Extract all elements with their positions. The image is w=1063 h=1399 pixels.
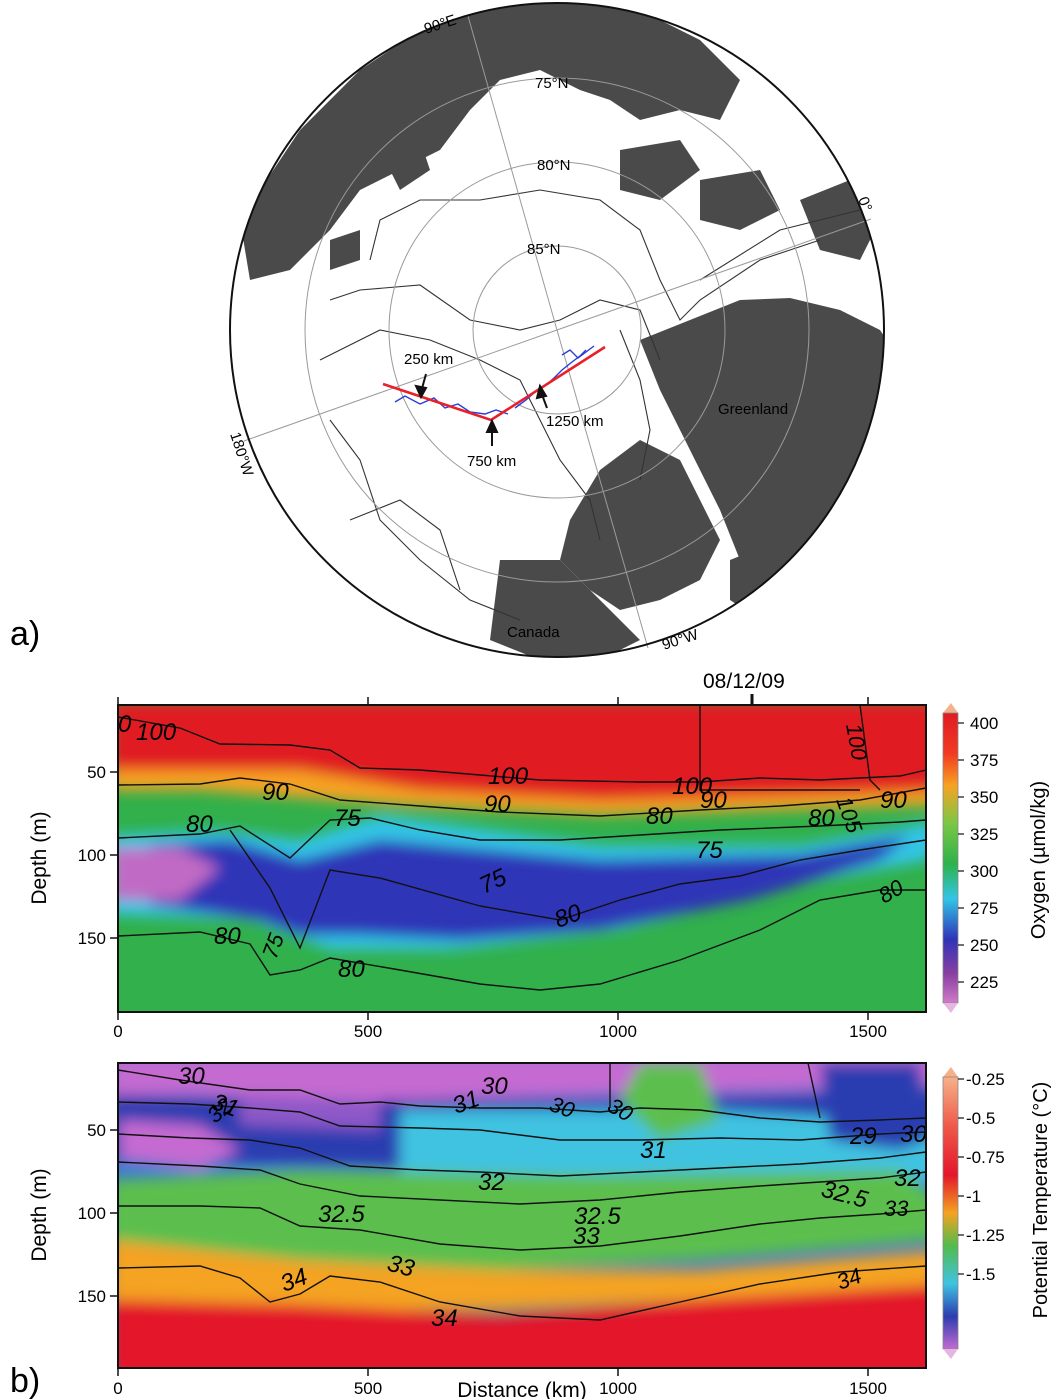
contour-label: 100: [136, 719, 177, 746]
lat-label-85n: 85°N: [527, 241, 561, 258]
contour-label: 29: [849, 1123, 877, 1150]
x-tick-label: 1500: [849, 1022, 887, 1041]
temperature-section: 30 31 32 31 30 30 30 31 29 30 32 32.5 32…: [28, 1062, 1052, 1398]
contour-label: 33: [573, 1223, 600, 1250]
colorbar-tick: -1.5: [966, 1265, 995, 1284]
canada-islands: [560, 440, 720, 610]
distance-arrows: [414, 373, 548, 446]
contour-label: 80: [808, 805, 835, 832]
contour-label: 34: [431, 1305, 458, 1332]
oxygen-x-ticks: [110, 697, 869, 1020]
colorbar-tick: -1: [966, 1187, 981, 1206]
oxygen-colorbar: 400 375 350 325 300 275 250 225 Oxygen (…: [942, 703, 1050, 1013]
y-tick-label: 100: [78, 1204, 106, 1223]
contour-label: 30: [900, 1121, 927, 1148]
x-tick-label: 1000: [599, 1379, 637, 1398]
map-frame: [229, 2, 885, 658]
oxygen-y-axis-title: Depth (m): [28, 811, 51, 904]
x-tick-label: 1500: [849, 1379, 887, 1398]
colorbar-tick: -0.75: [966, 1148, 1005, 1167]
oxygen-section: 0 100 100 100 105 100 90 90 90 90 80 80 …: [28, 697, 1050, 1041]
colorbar-tick: -1.25: [966, 1226, 1005, 1245]
contour-label: 75: [334, 805, 361, 832]
colorbar-tick: 350: [970, 788, 998, 807]
panel-letter-b: b): [10, 1362, 40, 1399]
contour-label: 80: [338, 956, 365, 983]
contour-label: 100: [488, 763, 529, 790]
contour-label: 32: [478, 1169, 505, 1196]
y-tick-label: 150: [78, 1287, 106, 1306]
temperature-y-axis-title: Depth (m): [28, 1168, 51, 1261]
colorbar-tick: 375: [970, 751, 998, 770]
x-tick-label: 500: [354, 1022, 382, 1041]
colorbar-tick: -0.25: [966, 1070, 1005, 1089]
contour-label: 30: [481, 1073, 508, 1100]
graticule: [243, 15, 872, 649]
oxygen-colorbar-title: Oxygen (µmol/kg): [1028, 781, 1050, 939]
contour-label: 90: [880, 787, 907, 814]
y-tick-label: 50: [87, 763, 106, 782]
contour-label: 31: [640, 1137, 667, 1164]
contour-label: 90: [484, 791, 511, 818]
ship-track: [382, 345, 606, 422]
colorbar-tick: 300: [970, 862, 998, 881]
oxygen-frame: [117, 704, 927, 1013]
oxygen-contours: [118, 705, 926, 991]
x-tick-label: 0: [113, 1022, 122, 1041]
contour-label: 90: [700, 787, 727, 814]
distance-marker-750: 750 km: [467, 453, 516, 470]
colorbar-tick: 250: [970, 936, 998, 955]
colorbar-tick: 325: [970, 825, 998, 844]
contour-label: 32: [894, 1165, 921, 1192]
lon-label-0: 0°: [854, 195, 875, 214]
colorbar-tick: -0.5: [966, 1109, 995, 1128]
temperature-colorbar: -0.25 -0.5 -0.75 -1 -1.25 -1.5 Potential…: [942, 1067, 1052, 1359]
region-label-greenland: Greenland: [718, 401, 788, 418]
x-tick-label: 1000: [599, 1022, 637, 1041]
contour-label: 75: [696, 837, 723, 864]
colorbar-tick: 275: [970, 899, 998, 918]
contour-label: 80: [214, 923, 241, 950]
eurasia-land: [240, 3, 740, 280]
y-tick-label: 150: [78, 929, 106, 948]
region-label-canada: Canada: [507, 624, 560, 641]
distance-marker-1250: 1250 km: [546, 413, 604, 430]
contour-label: 33: [884, 1196, 909, 1221]
lat-label-80n: 80°N: [537, 157, 571, 174]
contour-label: 0: [118, 711, 132, 738]
temperature-colorbar-title: Potential Temperature (°C): [1030, 1082, 1052, 1319]
date-marker-label: 08/12/09: [703, 670, 785, 693]
land-masses: [240, 3, 884, 657]
temperature-frame: [117, 1062, 927, 1369]
bathymetry-contours: [319, 189, 861, 621]
polar-map: 90°E 0° 90°W 180°W 75°N 80°N 85°N Greenl…: [226, 2, 885, 658]
y-tick-label: 100: [78, 846, 106, 865]
colorbar-tick: 400: [970, 714, 998, 733]
contour-label: 90: [262, 779, 289, 806]
lat-label-75n: 75°N: [535, 75, 569, 92]
oxygen-field: [118, 705, 926, 1012]
contour-label: 80: [186, 811, 213, 838]
x-tick-label: 0: [113, 1379, 122, 1398]
temperature-x-ticks: [110, 1129, 869, 1376]
temperature-contours: [118, 1063, 926, 1321]
panel-letter-a: a): [10, 615, 40, 653]
y-tick-label: 50: [87, 1121, 106, 1140]
contour-label: 32.5: [574, 1203, 621, 1230]
contour-label: 100: [672, 773, 713, 800]
x-axis-title: Distance (km): [457, 1379, 587, 1399]
x-tick-label: 500: [354, 1379, 382, 1398]
distance-marker-250: 250 km: [404, 351, 453, 368]
contour-label: 32.5: [318, 1201, 365, 1228]
colorbar-tick: 225: [970, 973, 998, 992]
contour-label: 30: [178, 1063, 205, 1090]
contour-label: 80: [646, 803, 673, 830]
